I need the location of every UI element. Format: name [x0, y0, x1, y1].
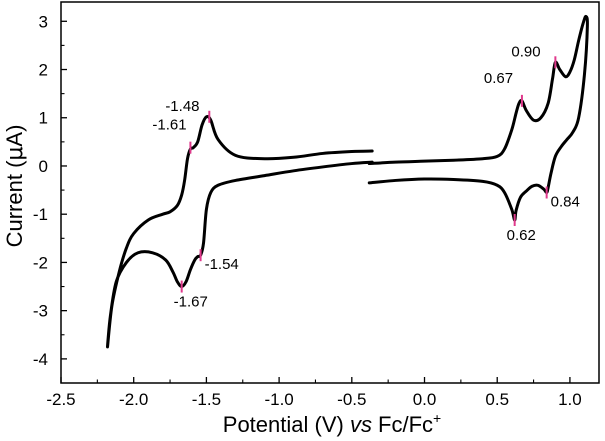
x-tick-label: 1.0 [558, 390, 582, 409]
y-axis-title: Current (μA) [2, 125, 28, 248]
peak-label: -1.61 [152, 117, 186, 134]
y-tick-label: -2 [33, 253, 48, 272]
x-tick-label: -0.5 [337, 390, 366, 409]
peak-label: -1.54 [205, 256, 239, 273]
peak-label: 0.84 [551, 194, 580, 211]
x-tick-label: -1.0 [264, 390, 293, 409]
plot-area [60, 1, 600, 384]
x-tick-label: 0.5 [485, 390, 509, 409]
plot-frame [60, 1, 600, 384]
x-axis-ticks: -2.5 -2.0 -1.5 -1.0 -0.5 0.0 0.5 1.0 [46, 377, 582, 409]
y-tick-label: 1 [39, 109, 48, 128]
peak-label: 0.67 [484, 70, 513, 87]
peak-label: -1.67 [174, 294, 208, 311]
x-tick-label: -2.5 [46, 390, 75, 409]
series-line-oxidation-sweep [367, 14, 589, 222]
x-tick-label: -2.0 [119, 390, 148, 409]
peak-label-layer: -1.48 -1.61 -1.54 -1.67 0.67 0.90 0.84 0.62 [152, 43, 579, 310]
peak-label: 0.90 [511, 43, 540, 60]
y-tick-label: 0 [39, 157, 48, 176]
y-tick-label: -4 [33, 350, 48, 369]
y-tick-label: 3 [39, 12, 48, 31]
peak-label: 0.62 [507, 227, 536, 244]
peak-marker-layer [180, 56, 557, 293]
y-tick-label: -1 [33, 205, 48, 224]
y-axis-ticks: 3 2 1 0 -1 -2 -3 -4 [33, 12, 67, 369]
y-tick-label: -3 [33, 302, 48, 321]
peak-label: -1.48 [165, 98, 199, 115]
x-tick-label: 0.0 [413, 390, 437, 409]
y-tick-label: 2 [39, 61, 48, 80]
series-line-reduction-sweep [106, 114, 374, 349]
x-tick-label: -1.5 [192, 390, 221, 409]
x-axis-title: Potential (V) vs Fc/Fc+ [223, 410, 441, 437]
